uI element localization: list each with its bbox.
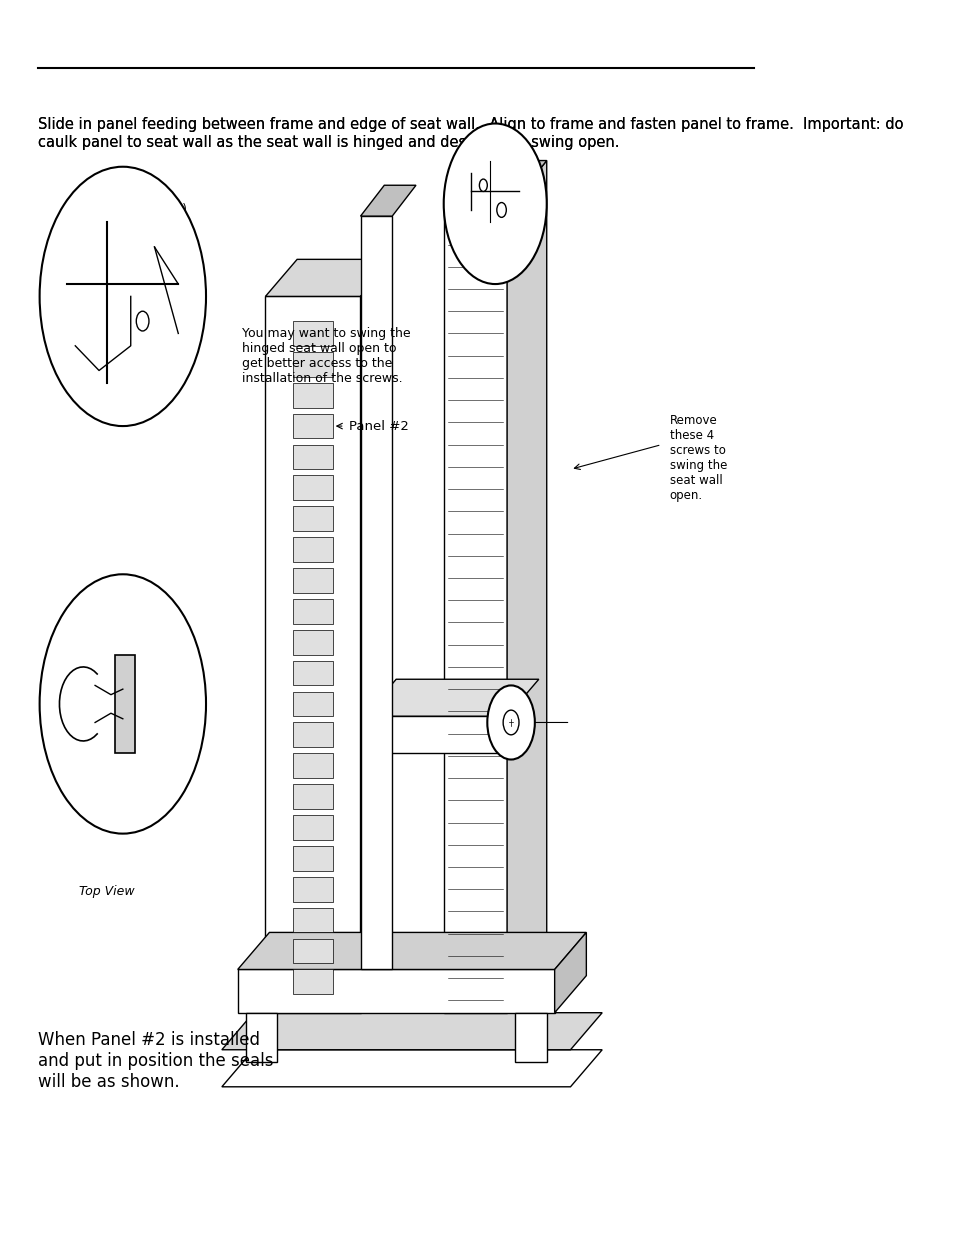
Text: Remove
these 4
screws to
swing the
seat wall
open.: Remove these 4 screws to swing the seat … (669, 414, 726, 501)
Bar (293, 475, 333, 500)
Bar (265, 296, 360, 1013)
Bar (293, 692, 333, 716)
Text: Top View: Top View (79, 885, 134, 899)
Polygon shape (554, 932, 586, 1013)
Bar (293, 939, 333, 963)
Bar (293, 599, 333, 624)
Circle shape (497, 203, 506, 217)
Bar (293, 537, 333, 562)
Circle shape (478, 179, 487, 191)
Polygon shape (222, 1050, 601, 1087)
Bar (293, 908, 333, 932)
Text: Screw (4): Screw (4) (131, 203, 187, 216)
FancyBboxPatch shape (114, 655, 134, 753)
Bar (237, 969, 554, 1013)
Polygon shape (507, 161, 546, 1013)
Bar (293, 506, 333, 531)
Bar (293, 352, 333, 377)
Text: When Panel #2 is installed
and put in position the seals
will be as shown.: When Panel #2 is installed and put in po… (38, 1031, 274, 1091)
Circle shape (443, 124, 546, 284)
Bar (245, 1013, 277, 1062)
Text: Frame: Frame (162, 697, 199, 710)
Bar (293, 722, 333, 747)
Bar (293, 753, 333, 778)
Text: You may want to swing the
hinged seat wall open to
get better access to the
inst: You may want to swing the hinged seat wa… (241, 327, 410, 385)
Polygon shape (443, 161, 546, 210)
Bar (293, 568, 333, 593)
Circle shape (40, 574, 206, 834)
Text: Seat Wall: Seat Wall (49, 690, 104, 704)
Bar (293, 846, 333, 871)
Polygon shape (360, 259, 392, 1013)
Polygon shape (360, 185, 416, 216)
Bar (515, 1013, 546, 1062)
Bar (293, 877, 333, 902)
Polygon shape (364, 679, 538, 716)
Bar (293, 969, 333, 994)
Bar (293, 630, 333, 655)
Text: Move: Move (138, 610, 170, 624)
Bar (293, 445, 333, 469)
Bar (293, 661, 333, 685)
Bar (360, 216, 392, 969)
Polygon shape (265, 259, 392, 296)
Text: Slide in panel feeding between frame and edge of seat wall.  Align to frame and : Slide in panel feeding between frame and… (38, 117, 902, 149)
Text: Seals: Seals (88, 792, 118, 805)
Circle shape (502, 710, 518, 735)
Text: C: C (65, 263, 76, 278)
Polygon shape (222, 1013, 601, 1050)
Bar (293, 383, 333, 408)
Circle shape (40, 167, 206, 426)
Bar (293, 321, 333, 346)
Text: Slide in panel feeding between frame and edge of seat wall.  Align to frame and : Slide in panel feeding between frame and… (38, 117, 902, 149)
Text: Washer (4): Washer (4) (68, 233, 132, 247)
Bar (293, 414, 333, 438)
Circle shape (136, 311, 149, 331)
Polygon shape (237, 932, 586, 969)
Text: F: F (152, 226, 162, 241)
Text: Panel #2: Panel #2 (348, 420, 408, 432)
Bar (293, 815, 333, 840)
Polygon shape (364, 716, 507, 753)
Bar (293, 784, 333, 809)
Bar (443, 210, 507, 1013)
Circle shape (487, 685, 535, 760)
